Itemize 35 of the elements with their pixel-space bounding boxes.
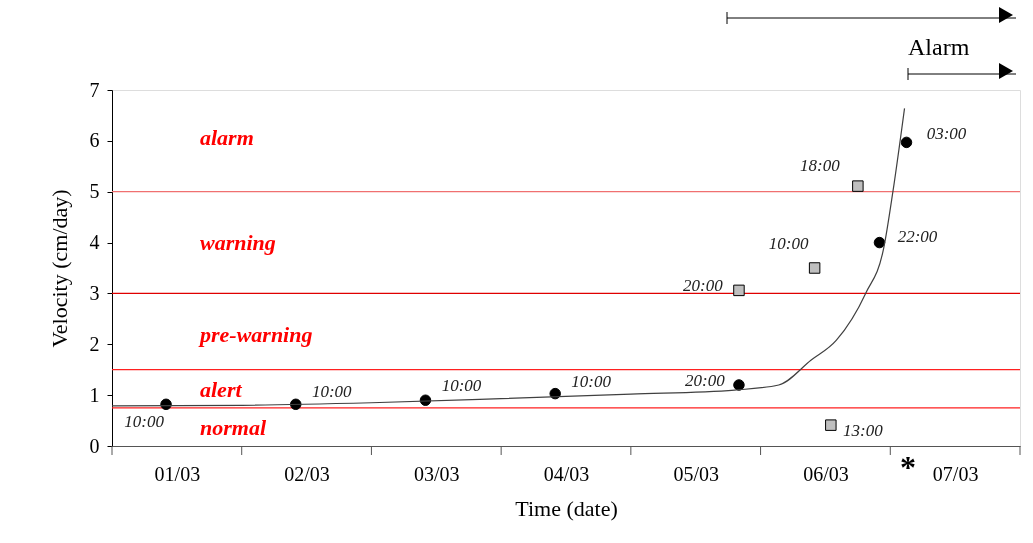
y-axis-title: Velocity (cm/day) [46, 189, 72, 348]
annotation: pre-warning [198, 322, 313, 347]
y-tick-label: 7 [89, 78, 100, 101]
x-tick-label: 06/03 [803, 462, 849, 485]
annotation: normal [200, 415, 267, 440]
x-tick-label: 03/03 [414, 462, 460, 485]
x-tick-label: 04/03 [543, 462, 590, 485]
y-tick-label: 6 [89, 129, 100, 152]
annotation: warning [200, 230, 276, 255]
annotation: 03:00 [926, 124, 967, 144]
annotation: 10:00 [571, 371, 612, 391]
annotation: 20:00 [685, 370, 726, 390]
text: * [900, 449, 916, 485]
annotation: 18:00 [800, 156, 841, 176]
y-tick-label: 5 [89, 180, 100, 203]
annotation: alarm [200, 125, 254, 150]
annotation: 10:00 [768, 234, 809, 253]
x-tick-label: 05/03 [673, 462, 719, 485]
text: Alarm [908, 34, 970, 60]
y-tick-label: 3 [89, 281, 100, 304]
y-tick-label: 2 [89, 332, 100, 355]
y-tick-label: 0 [89, 434, 100, 457]
annotation: 13:00 [843, 421, 884, 441]
annotation: 10:00 [311, 382, 353, 402]
annotation: 10:00 [124, 412, 165, 432]
annotation: alert [200, 377, 243, 402]
y-tick-label: 1 [89, 383, 100, 406]
annotation: 22:00 [897, 226, 938, 246]
annotation: 20:00 [683, 276, 724, 296]
annotation: 10:00 [441, 376, 482, 396]
x-axis-title: Time (date) [515, 495, 618, 521]
x-tick-label: 07/03 [932, 462, 979, 485]
x-tick-label: 01/03 [154, 462, 201, 485]
y-tick-label: 4 [89, 231, 100, 254]
x-tick-label: 02/03 [284, 462, 330, 485]
